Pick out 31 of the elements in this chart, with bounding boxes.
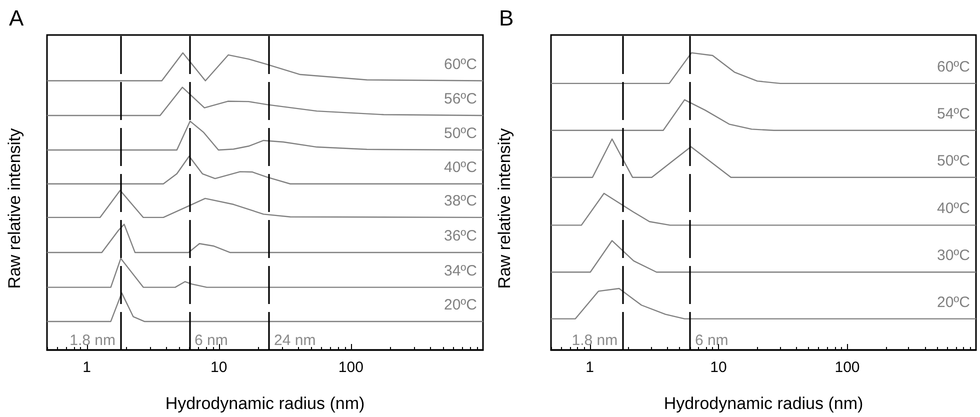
series-label: 40ºC bbox=[937, 200, 970, 218]
x-tick-label: 100 bbox=[834, 359, 860, 376]
x-axis-title: Hydrodynamic radius (nm) bbox=[664, 394, 864, 413]
series-label: 60ºC bbox=[937, 58, 970, 76]
series-label: 20ºC bbox=[937, 294, 970, 311]
series-label: 54ºC bbox=[937, 105, 970, 122]
ref-line-label: 1.8 nm bbox=[70, 332, 116, 349]
series-label: 60ºC bbox=[444, 56, 478, 73]
ref-line-label: 24 nm bbox=[274, 332, 316, 349]
series-label: 38ºC bbox=[444, 192, 478, 210]
series-label: 50ºC bbox=[444, 125, 478, 142]
series-label: 20ºC bbox=[444, 296, 478, 314]
x-tick-label: 1 bbox=[586, 359, 594, 376]
x-tick-label: 1 bbox=[82, 359, 91, 376]
series-label: 50ºC bbox=[937, 152, 970, 170]
series-label: 34ºC bbox=[444, 262, 478, 280]
series-label: 30ºC bbox=[937, 247, 970, 264]
series-label: 56ºC bbox=[444, 90, 478, 108]
series-label: 40ºC bbox=[444, 158, 478, 176]
chart-title: B bbox=[499, 6, 514, 30]
x-tick-label: 100 bbox=[338, 359, 364, 376]
x-tick-label: 10 bbox=[710, 359, 727, 376]
ref-line-label: 1.8 nm bbox=[572, 332, 618, 349]
ref-line-label: 6 nm bbox=[694, 332, 728, 349]
x-tick-label: 10 bbox=[210, 359, 228, 376]
y-axis-title: Raw relative intensity bbox=[5, 128, 24, 289]
x-axis-title: Hydrodynamic radius (nm) bbox=[165, 394, 365, 413]
chart-title: A bbox=[9, 6, 24, 30]
ref-line-label: 6 nm bbox=[194, 332, 228, 349]
series-label: 36ºC bbox=[444, 228, 478, 245]
y-axis-title: Raw relative intensity bbox=[495, 128, 514, 289]
